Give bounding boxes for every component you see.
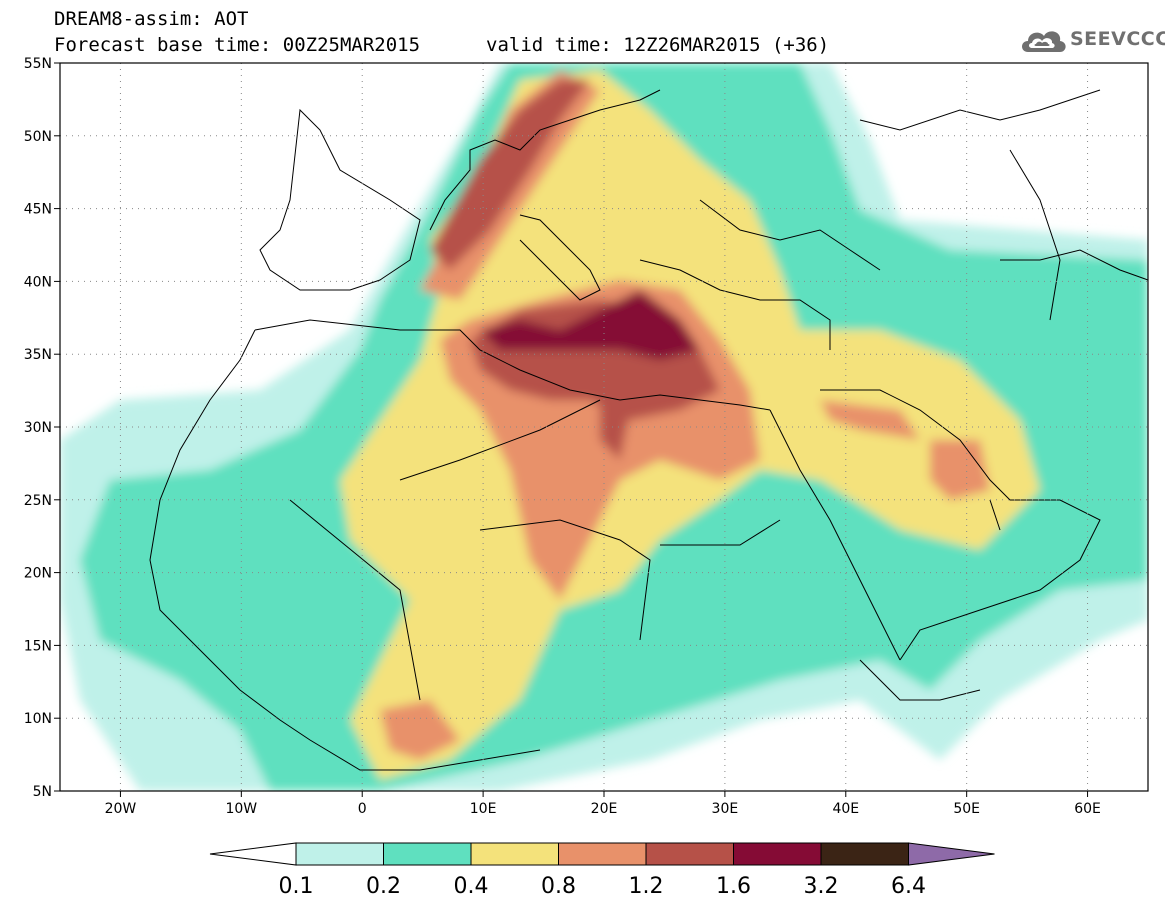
colorbar-level-label: 0.4	[454, 874, 489, 899]
colorbar-bin	[383, 842, 472, 866]
lat-tick-label: 25N	[24, 493, 52, 509]
lat-tick-label: 55N	[24, 56, 52, 72]
lat-tick-label: 50N	[24, 129, 52, 145]
axis-ticks: 20W 10W 0 10E 20E 30E 40E 50E 60E 55N 50N 45N 40N 35N…	[24, 56, 1101, 817]
colorbar-level-label: 3.2	[804, 874, 839, 899]
lat-tick-label: 10N	[24, 711, 52, 727]
map-title: DREAM8-assim: AOT	[54, 8, 249, 30]
seevccc-logo: SEEVCCC	[1018, 22, 1165, 58]
lon-tick-label: 0	[358, 801, 367, 817]
colorbar: 0.1 0.2 0.4 0.8 1.2 1.6 3.2 6.4	[209, 842, 995, 899]
lat-tick-label: 35N	[24, 347, 52, 363]
colorbar-over-arrow	[908, 842, 995, 866]
colorbar-level-label: 6.4	[891, 874, 926, 899]
colorbar-under-arrow	[209, 842, 297, 866]
valid-time: valid time: 12Z26MAR2015 (+36)	[486, 34, 830, 56]
graticule	[60, 63, 1148, 791]
colorbar-level-label: 0.2	[366, 874, 401, 899]
lon-tick-label: 20E	[591, 801, 618, 817]
lon-tick-label: 30E	[712, 801, 739, 817]
lon-tick-label: 20W	[105, 801, 137, 817]
colorbar-bin	[558, 842, 647, 866]
aot-field	[60, 63, 1148, 791]
colorbar-bin	[645, 842, 734, 866]
forecast-base-time: Forecast base time: 00Z25MAR2015	[54, 34, 421, 56]
lon-tick-label: 50E	[953, 801, 980, 817]
cloud-icon	[1022, 31, 1066, 52]
colorbar-level-label: 0.1	[279, 874, 314, 899]
colorbar-bin	[295, 842, 384, 866]
lat-tick-label: 20N	[24, 566, 52, 582]
lon-tick-label: 40E	[832, 801, 859, 817]
lat-tick-label: 15N	[24, 638, 52, 654]
colorbar-level-label: 1.6	[716, 874, 751, 899]
lat-tick-label: 45N	[24, 202, 52, 218]
colorbar-level-label: 1.2	[629, 874, 664, 899]
lat-tick-label: 5N	[33, 784, 52, 800]
logo-text: SEEVCCC	[1070, 28, 1165, 50]
colorbar-bin	[733, 842, 822, 866]
lat-tick-label: 40N	[24, 274, 52, 290]
colorbar-bin	[470, 842, 559, 866]
lat-tick-label: 30N	[24, 420, 52, 436]
lon-tick-label: 10W	[225, 801, 257, 817]
colorbar-level-label: 0.8	[541, 874, 576, 899]
lon-tick-label: 10E	[470, 801, 497, 817]
colorbar-bin	[820, 842, 909, 866]
coastlines	[149, 89, 1148, 771]
lon-tick-label: 60E	[1074, 801, 1101, 817]
